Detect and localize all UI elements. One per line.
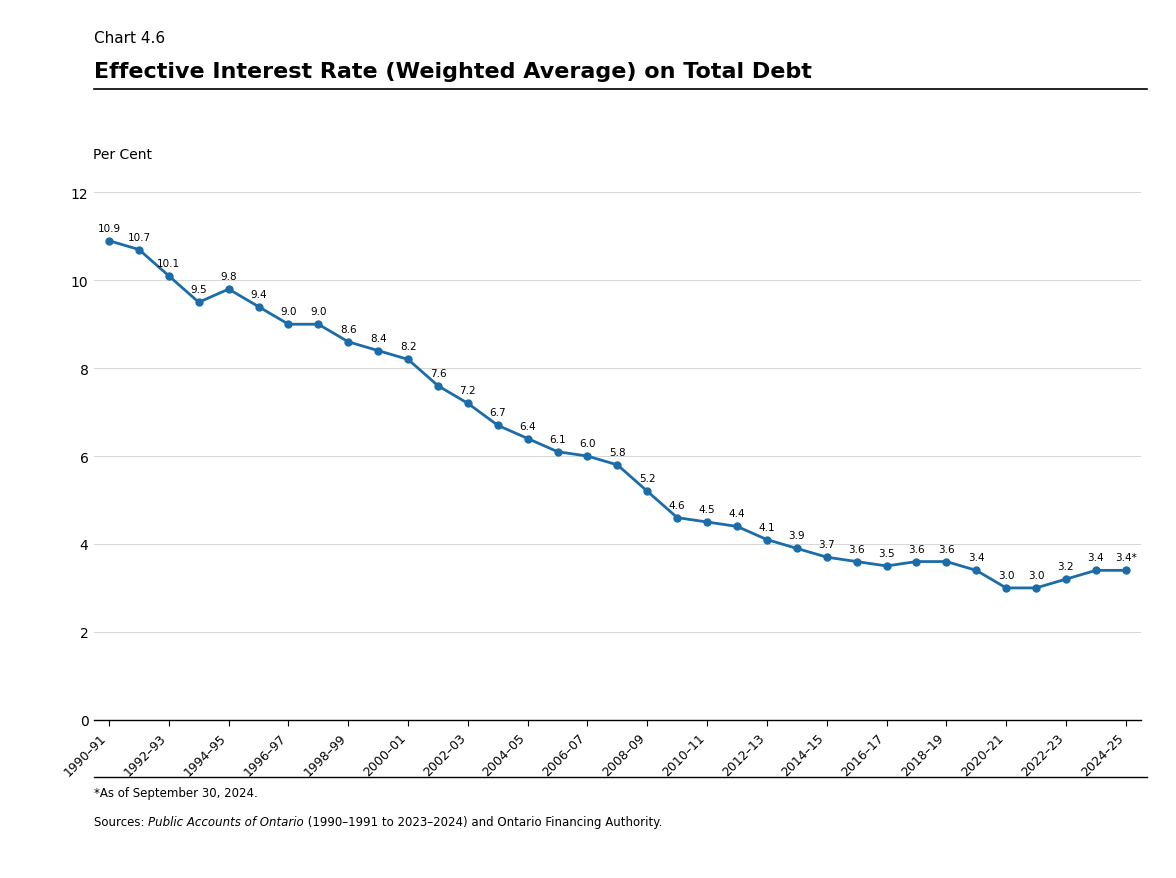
Text: 3.0: 3.0 — [1028, 571, 1044, 580]
Text: 8.6: 8.6 — [340, 325, 356, 335]
Text: 6.7: 6.7 — [489, 408, 506, 418]
Text: Chart 4.6: Chart 4.6 — [94, 31, 165, 46]
Text: 6.0: 6.0 — [580, 439, 596, 449]
Text: 8.2: 8.2 — [400, 342, 416, 352]
Text: 4.5: 4.5 — [699, 505, 715, 515]
Text: 9.5: 9.5 — [191, 285, 207, 295]
Text: 10.7: 10.7 — [127, 233, 151, 242]
Text: 3.4: 3.4 — [1088, 553, 1104, 563]
Text: Public Accounts of Ontario: Public Accounts of Ontario — [148, 815, 305, 828]
Text: 3.6: 3.6 — [908, 544, 924, 554]
Text: *As of September 30, 2024.: *As of September 30, 2024. — [94, 786, 258, 799]
Text: 3.5: 3.5 — [878, 549, 895, 558]
Text: 4.1: 4.1 — [759, 522, 775, 532]
Text: 10.1: 10.1 — [158, 259, 180, 269]
Text: 10.9: 10.9 — [98, 224, 121, 234]
Text: 3.4: 3.4 — [968, 553, 984, 563]
Text: 4.4: 4.4 — [729, 509, 746, 519]
Text: Sources:: Sources: — [94, 815, 148, 828]
Text: 3.0: 3.0 — [998, 571, 1015, 580]
Text: 5.2: 5.2 — [639, 474, 655, 484]
Text: (1990–1991 to 2023–2024) and Ontario Financing Authority.: (1990–1991 to 2023–2024) and Ontario Fin… — [305, 815, 662, 828]
Text: 9.0: 9.0 — [310, 307, 327, 317]
Text: 6.4: 6.4 — [520, 421, 536, 431]
Text: 3.7: 3.7 — [818, 540, 835, 550]
Text: 3.2: 3.2 — [1057, 562, 1074, 572]
Text: Effective Interest Rate (Weighted Average) on Total Debt: Effective Interest Rate (Weighted Averag… — [94, 61, 811, 82]
Text: 9.0: 9.0 — [280, 307, 296, 317]
Text: 7.2: 7.2 — [460, 386, 476, 396]
Text: 9.8: 9.8 — [220, 272, 236, 282]
Text: 9.4: 9.4 — [250, 290, 267, 299]
Text: 3.6: 3.6 — [848, 544, 864, 554]
Text: 6.1: 6.1 — [549, 435, 566, 444]
Text: 3.4*: 3.4* — [1115, 553, 1137, 563]
Text: 8.4: 8.4 — [370, 334, 387, 343]
Text: 3.9: 3.9 — [789, 531, 806, 541]
Text: 5.8: 5.8 — [609, 448, 626, 457]
Text: 3.6: 3.6 — [938, 544, 955, 554]
Text: Per Cent: Per Cent — [93, 148, 152, 162]
Text: 4.6: 4.6 — [669, 500, 686, 510]
Text: 7.6: 7.6 — [429, 369, 446, 378]
